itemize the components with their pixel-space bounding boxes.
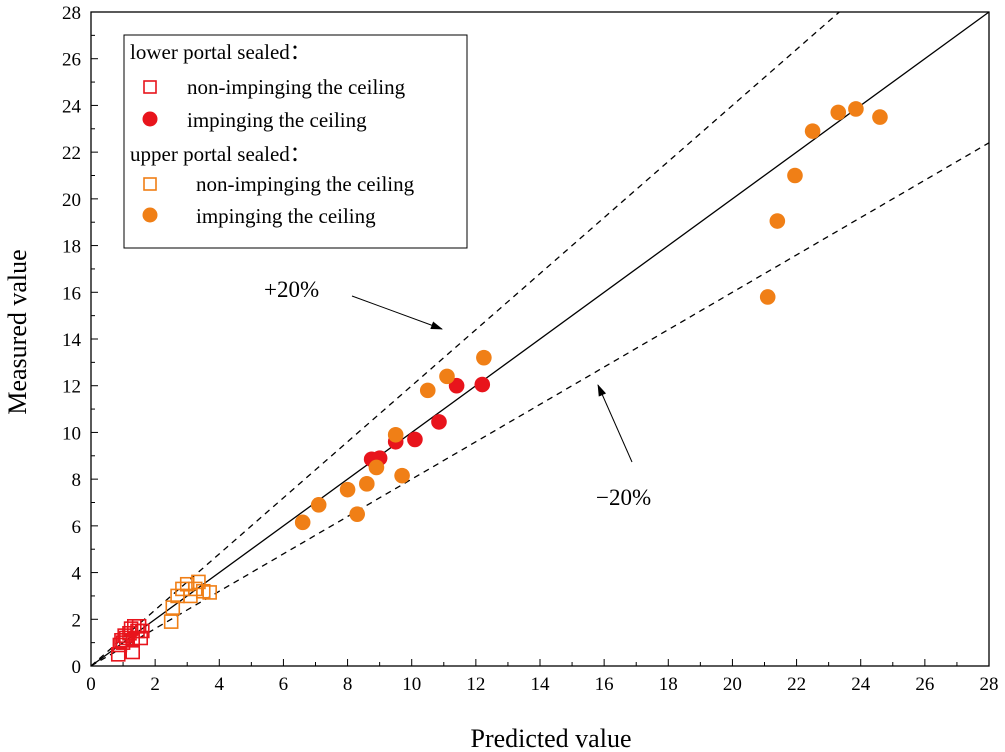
legend-label-upper-non-impinging: non-impinging the ceiling: [196, 172, 415, 196]
point-series-0: [125, 633, 140, 648]
point-series-3: [769, 213, 786, 229]
legend-marker-lower-impinging: [142, 111, 158, 127]
reference-line-0: [90, 11, 990, 667]
legend: lower portal sealed： non-impinging the c…: [123, 34, 468, 249]
point-series-3: [872, 109, 888, 125]
point-series-1: [431, 414, 447, 430]
point-series-1: [407, 431, 423, 448]
x-tick-label: 20: [723, 674, 742, 695]
y-tick-label: 6: [72, 517, 82, 538]
point-series-3: [476, 349, 492, 366]
point-series-2: [163, 614, 179, 629]
point-series-3: [359, 476, 375, 492]
reference-line-2: [90, 142, 990, 667]
reference-lines: [90, 11, 990, 667]
legend-heading-lower: lower portal sealed：: [130, 40, 311, 64]
x-tick-label: 14: [531, 674, 551, 695]
x-tick-label: 12: [466, 674, 485, 695]
x-tick-label: 24: [851, 674, 871, 695]
x-tick-label: 28: [980, 674, 999, 695]
annotation-minus20: −20%: [596, 485, 651, 510]
point-series-0: [125, 644, 140, 660]
x-tick-label: 10: [402, 674, 421, 695]
point-series-2: [165, 600, 181, 615]
point-series-3: [349, 506, 365, 522]
x-tick-label: 16: [595, 674, 614, 695]
legend-box: [123, 34, 468, 249]
y-tick-label: 18: [62, 237, 81, 258]
y-tick-label: 14: [62, 330, 82, 351]
point-series-3: [339, 481, 356, 498]
point-series-3: [394, 467, 410, 484]
point-series-1: [474, 376, 491, 393]
point-series-3: [804, 123, 821, 139]
point-series-3: [848, 101, 864, 117]
point-series-3: [830, 104, 847, 121]
point-series-2: [179, 576, 195, 592]
y-tick-label: 2: [72, 610, 82, 631]
y-tick-label: 0: [72, 657, 82, 678]
point-series-0: [110, 647, 126, 662]
point-series-1: [448, 377, 465, 394]
x-tick-label: 26: [915, 674, 934, 695]
y-tick-label: 20: [62, 190, 81, 211]
point-series-3: [387, 426, 404, 443]
y-tick-label: 28: [62, 3, 81, 24]
reference-line-1: [90, 11, 840, 667]
x-tick-label: 4: [215, 674, 225, 695]
annotation-plus20-arrow: [351, 295, 443, 330]
x-tick-label: 8: [343, 674, 353, 695]
y-tick-label: 24: [62, 96, 82, 117]
point-series-0: [135, 623, 150, 639]
point-series-2: [191, 574, 206, 590]
legend-label-lower-non-impinging: non-impinging the ceiling: [187, 75, 406, 99]
y-tick-label: 10: [62, 423, 81, 444]
x-tick-label: 2: [150, 674, 160, 695]
legend-marker-upper-non-impinging: [143, 177, 157, 191]
point-series-3: [368, 459, 385, 476]
point-series-3: [419, 382, 436, 399]
point-series-2: [202, 585, 217, 600]
point-series-0: [131, 618, 147, 634]
point-series-3: [294, 514, 311, 531]
y-tick-label: 8: [72, 470, 82, 491]
point-series-3: [759, 289, 776, 305]
y-tick-label: 16: [62, 283, 81, 304]
data-points: [110, 101, 888, 662]
legend-marker-upper-impinging: [142, 207, 158, 223]
legend-heading-upper: upper portal sealed：: [130, 142, 311, 166]
legend-marker-lower-non-impinging: [143, 80, 157, 94]
annotations: +20% −20%: [264, 277, 651, 510]
point-series-3: [787, 167, 803, 184]
y-tick-label: 4: [72, 564, 82, 585]
x-tick-label: 6: [279, 674, 289, 695]
y-tick-label: 22: [62, 143, 81, 164]
point-series-3: [310, 497, 327, 513]
annotation-plus20: +20%: [264, 277, 319, 302]
point-series-3: [439, 368, 455, 385]
x-axis-label: Predicted value: [471, 724, 632, 752]
x-tick-label: 0: [86, 674, 96, 695]
x-tick-label: 18: [659, 674, 678, 695]
y-tick-label: 26: [62, 50, 81, 71]
y-tick-label: 12: [62, 377, 81, 398]
legend-label-upper-impinging: impinging the ceiling: [196, 204, 376, 228]
x-axis-ticks: 0 2 4 6 8 10 12 14 16 18 20 22 24 26 28: [86, 659, 999, 695]
legend-label-lower-impinging: impinging the ceiling: [187, 108, 367, 132]
annotation-minus20-arrow: [597, 384, 633, 463]
x-tick-label: 22: [787, 674, 806, 695]
y-axis-label: Measured value: [3, 249, 32, 414]
